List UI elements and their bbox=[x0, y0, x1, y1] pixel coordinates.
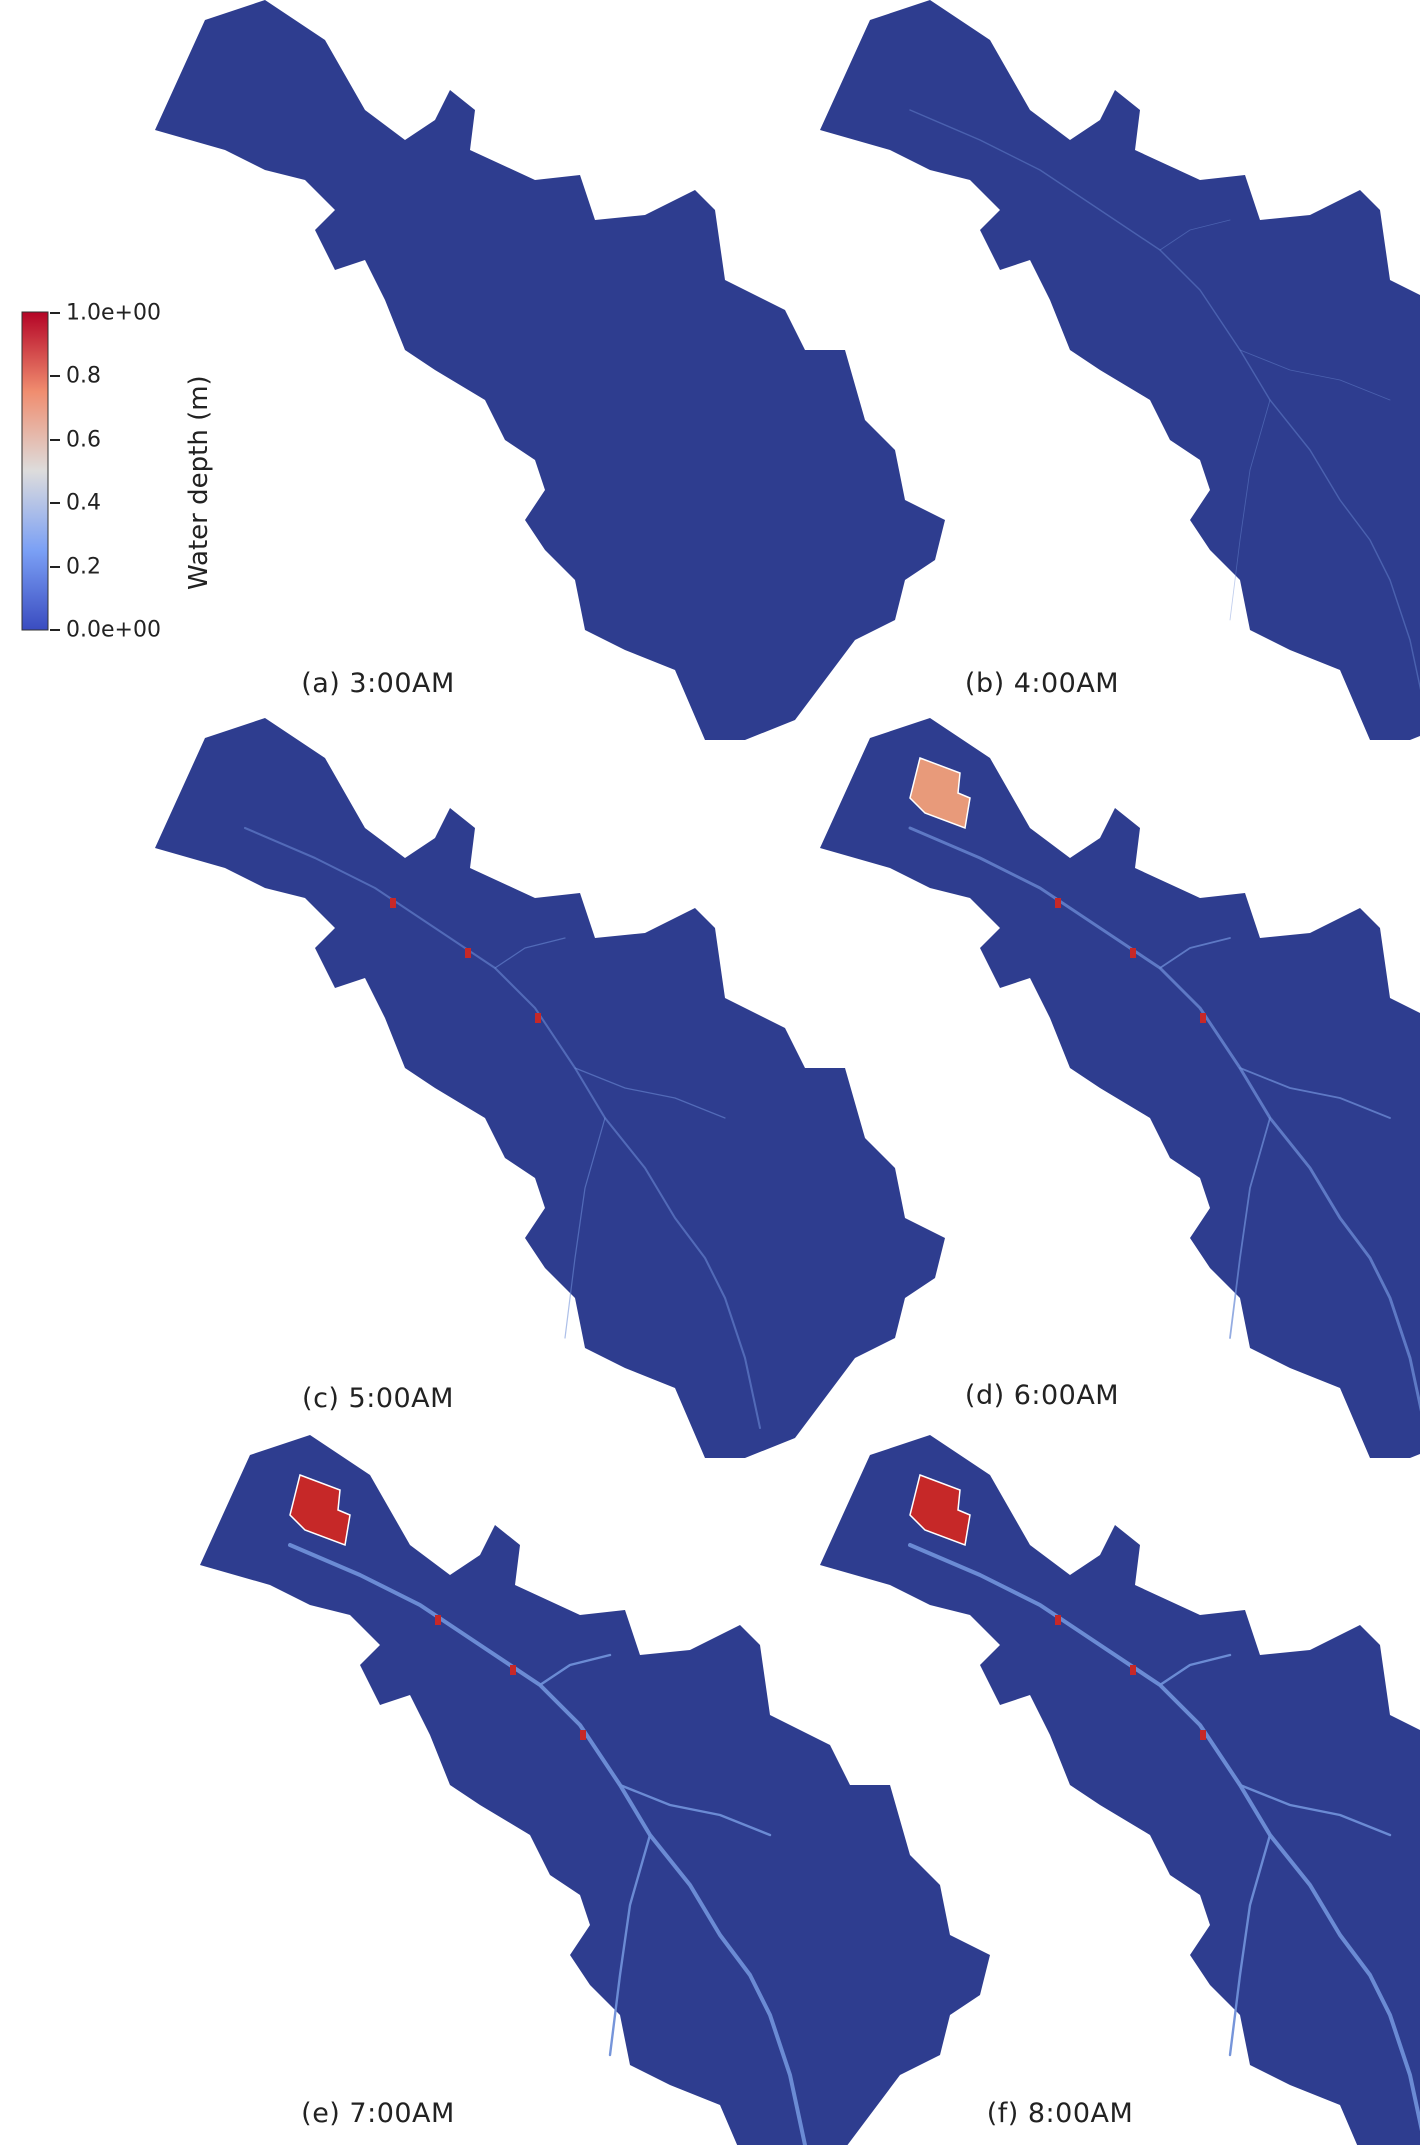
colorbar-tick-mark bbox=[50, 629, 60, 631]
water-channel bbox=[908, 1543, 1420, 2132]
map-panel bbox=[155, 718, 945, 1458]
water-channel bbox=[608, 1833, 652, 2057]
inundated-area bbox=[909, 1474, 971, 1547]
water-channel bbox=[1229, 399, 1271, 621]
colorbar-tick-mark bbox=[50, 439, 60, 441]
colorbar-tick-label: 0.0e+00 bbox=[66, 617, 161, 643]
water-channel bbox=[494, 937, 566, 969]
water-channel bbox=[1239, 349, 1391, 401]
inundated-area bbox=[289, 1474, 351, 1547]
catchment-region bbox=[820, 0, 1420, 740]
water-channel bbox=[288, 1543, 807, 2145]
water-channel bbox=[564, 1117, 606, 1339]
deep-water-spot bbox=[510, 1665, 516, 1675]
map-panel bbox=[820, 0, 1420, 740]
water-channel bbox=[574, 1067, 726, 1119]
map-panel bbox=[200, 1435, 990, 2145]
water-channel bbox=[1239, 1067, 1391, 1119]
inundated-area bbox=[909, 757, 971, 830]
panel-caption: (c) 5:00AM bbox=[302, 1383, 454, 1414]
water-channel bbox=[243, 826, 762, 1430]
water-channel bbox=[538, 1653, 612, 1687]
water-channel bbox=[1158, 1653, 1232, 1687]
colorbar-tick-mark bbox=[50, 375, 60, 377]
deep-water-spot bbox=[580, 1730, 586, 1740]
panel-caption: (a) 3:00AM bbox=[301, 668, 455, 699]
deep-water-spot bbox=[1055, 1615, 1061, 1625]
panel-caption: (f) 8:00AM bbox=[986, 2098, 1134, 2129]
map-panel bbox=[820, 1435, 1420, 2145]
colorbar-tick-label: 0.2 bbox=[66, 554, 101, 580]
deep-water-spot bbox=[1130, 948, 1136, 958]
deep-water-spot bbox=[390, 898, 396, 908]
map-panel bbox=[155, 0, 945, 740]
colorbar-tick-label: 0.8 bbox=[66, 363, 101, 389]
colorbar-tick-label: 0.4 bbox=[66, 490, 101, 516]
deep-water-spot bbox=[1130, 1665, 1136, 1675]
panel-caption: (d) 6:00AM bbox=[964, 1380, 1120, 1411]
water-channel bbox=[1229, 1117, 1271, 1339]
colorbar-tick-label: 0.6 bbox=[66, 427, 101, 453]
water-channel bbox=[1159, 219, 1231, 251]
catchment-region bbox=[155, 0, 945, 740]
water-channel bbox=[1159, 937, 1231, 969]
deep-water-spot bbox=[1200, 1013, 1206, 1023]
deep-water-spot bbox=[465, 948, 471, 958]
colorbar-gradient bbox=[21, 311, 49, 631]
colorbar-title: Water depth (m) bbox=[184, 375, 214, 590]
deep-water-spot bbox=[1055, 898, 1061, 908]
colorbar-tick-label: 1.0e+00 bbox=[66, 300, 161, 326]
panel-caption: (b) 4:00AM bbox=[964, 668, 1120, 699]
colorbar-tick-mark bbox=[50, 502, 60, 504]
catchment-region bbox=[155, 718, 945, 1458]
water-channel bbox=[909, 109, 1420, 691]
deep-water-spot bbox=[1200, 1730, 1206, 1740]
colorbar-tick-mark bbox=[50, 566, 60, 568]
water-channel bbox=[908, 826, 1420, 1412]
water-channel bbox=[1228, 1833, 1272, 2057]
deep-water-spot bbox=[435, 1615, 441, 1625]
deep-water-spot bbox=[535, 1013, 541, 1023]
panel-caption: (e) 7:00AM bbox=[301, 2098, 455, 2129]
water-channel bbox=[1238, 1783, 1392, 1837]
colorbar-tick-mark bbox=[50, 312, 60, 314]
water-channel bbox=[618, 1783, 772, 1837]
map-panel bbox=[820, 718, 1420, 1458]
